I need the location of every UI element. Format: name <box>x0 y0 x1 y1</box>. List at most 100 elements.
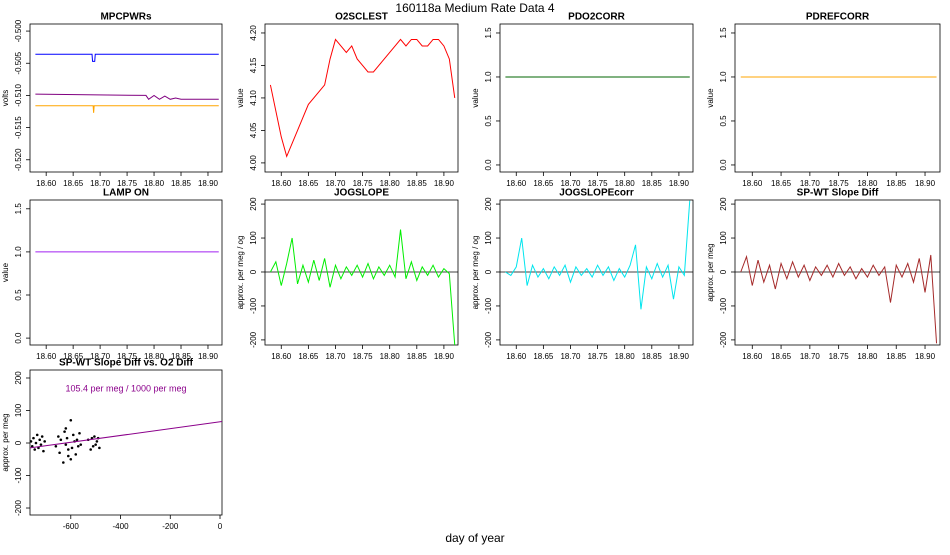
plot-frame <box>29 199 223 346</box>
x-tick-label: 18.70 <box>800 179 821 188</box>
x-tick-label: 18.70 <box>800 352 821 361</box>
plot-area <box>35 53 219 113</box>
x-tick-label: 18.65 <box>533 179 554 188</box>
data-point <box>34 441 38 445</box>
data-point <box>78 431 81 435</box>
panel-title: JOGSLOPE <box>334 188 389 199</box>
x-tick-label: 18.70 <box>560 179 581 188</box>
y-tick-label: 0 <box>719 269 728 274</box>
y-tick-label: 4.00 <box>249 155 258 171</box>
x-tick-label: 18.90 <box>915 179 936 188</box>
y-tick-label: -200 <box>249 331 258 348</box>
data-point <box>58 451 61 455</box>
x-tick-label: 18.85 <box>642 179 663 188</box>
x-tick-label: 18.90 <box>198 179 219 188</box>
y-tick-label: 4.15 <box>249 57 258 73</box>
panel: LAMP ON value 18.60 18.65 18.70 18.75 18.80 18.… <box>1 188 223 361</box>
y-axis-label: approx. per meg <box>706 243 715 301</box>
x-tick-label: 18.80 <box>615 179 636 188</box>
data-point <box>79 443 83 446</box>
y-tick-label: 100 <box>249 231 258 245</box>
data-point <box>67 448 70 451</box>
x-tick-label: 18.60 <box>506 179 527 188</box>
x-tick-label: -400 <box>113 522 130 531</box>
y-tick-label: 0.0 <box>484 159 493 171</box>
y-tick-label: 1.0 <box>719 71 728 83</box>
panel: PDO2CORR value 18.60 18.65 18.70 18.75 18.80 18… <box>471 12 694 188</box>
y-tick-label: 200 <box>249 197 258 211</box>
panel-title: SP-WT Slope Diff vs. O2 Diff <box>59 358 194 369</box>
panel: JOGSLOPE approx. per meg / og 18.60 18.65 18… <box>236 188 459 361</box>
x-tick-label: 18.85 <box>407 352 428 361</box>
y-tick-label: 200 <box>719 197 728 211</box>
y-tick-label: 100 <box>484 231 493 245</box>
plot-frame <box>734 199 941 346</box>
y-tick-label: -100 <box>14 467 23 484</box>
y-tick-label: 0.0 <box>14 332 23 344</box>
y-tick-label: 0.5 <box>14 289 23 301</box>
panel-title: O2SCLEST <box>335 12 388 23</box>
plot-frame <box>734 23 941 173</box>
y-tick-label: -0.510 <box>14 84 23 107</box>
y-axis-label: value <box>706 88 715 108</box>
x-tick-label: 18.65 <box>298 179 319 188</box>
x-tick-label: 18.90 <box>669 352 690 361</box>
panel-title: SP-WT Slope Diff <box>797 188 879 199</box>
x-tick-label: 18.75 <box>353 352 374 361</box>
x-tick-label: 18.65 <box>771 352 792 361</box>
plot-frame <box>29 23 223 173</box>
data-point <box>30 444 34 448</box>
panel: SP-WT Slope Diff approx. per meg 18.60 18.6… <box>706 188 941 361</box>
x-tick-label: 18.70 <box>90 179 111 188</box>
data-line <box>269 38 456 158</box>
y-axis-label: approx. per meg / og <box>236 236 245 310</box>
x-tick-label: 18.75 <box>117 352 138 361</box>
panel-title: PDREFCORR <box>806 12 870 23</box>
data-point <box>76 444 80 448</box>
x-axis-label: day of year <box>445 531 504 545</box>
data-point <box>70 446 74 450</box>
y-tick-label: 200 <box>14 371 23 385</box>
x-tick-label: 18.75 <box>353 179 374 188</box>
y-tick-label: 1.0 <box>484 71 493 83</box>
y-tick-label: 0 <box>484 269 493 274</box>
y-tick-label: 0 <box>14 440 23 445</box>
x-tick-label: 0 <box>218 522 223 531</box>
y-tick-label: 1.0 <box>14 246 23 258</box>
x-tick-label: 18.80 <box>380 352 401 361</box>
x-tick-label: 18.65 <box>533 352 554 361</box>
x-tick-label: 18.90 <box>434 179 455 188</box>
y-tick-label: 100 <box>719 231 728 245</box>
panel-title: MPCPWRs <box>100 12 152 23</box>
data-line <box>505 200 691 310</box>
plot-frame <box>264 23 459 173</box>
panel-title: JOGSLOPEcorr <box>559 188 634 199</box>
x-tick-label: 18.65 <box>63 179 84 188</box>
y-tick-label: 100 <box>14 403 23 417</box>
data-point <box>63 430 66 433</box>
x-tick-label: 18.70 <box>325 179 346 188</box>
figure-title: 160118a Medium Rate Data 4 <box>395 1 555 15</box>
x-tick-label: 18.75 <box>117 179 138 188</box>
x-tick-label: 18.85 <box>886 179 907 188</box>
x-tick-label: 18.85 <box>407 179 428 188</box>
y-axis-label: volts <box>1 90 10 106</box>
panel: PDREFCORR value 18.60 18.65 18.70 18.75 18.80 1… <box>706 12 941 188</box>
y-tick-label: -200 <box>14 499 23 516</box>
y-axis-label: approx. per meg / og <box>471 236 480 310</box>
y-tick-label: -200 <box>484 331 493 348</box>
y-tick-label: 0 <box>249 269 258 274</box>
y-tick-label: -100 <box>484 297 493 314</box>
y-tick-label: 1.5 <box>484 27 493 39</box>
y-tick-label: 4.20 <box>249 25 258 41</box>
data-point <box>40 435 44 438</box>
x-tick-label: 18.90 <box>915 352 936 361</box>
plot-area <box>265 229 458 345</box>
data-point <box>67 454 70 458</box>
x-tick-label: 18.60 <box>271 179 292 188</box>
panel: O2SCLEST value 18.60 18.65 18.70 18.75 18.80 18… <box>236 12 459 188</box>
x-tick-label: -600 <box>63 522 80 531</box>
y-tick-label: 0.5 <box>719 115 728 127</box>
y-tick-label: 1.5 <box>14 203 23 215</box>
data-point <box>69 418 73 422</box>
